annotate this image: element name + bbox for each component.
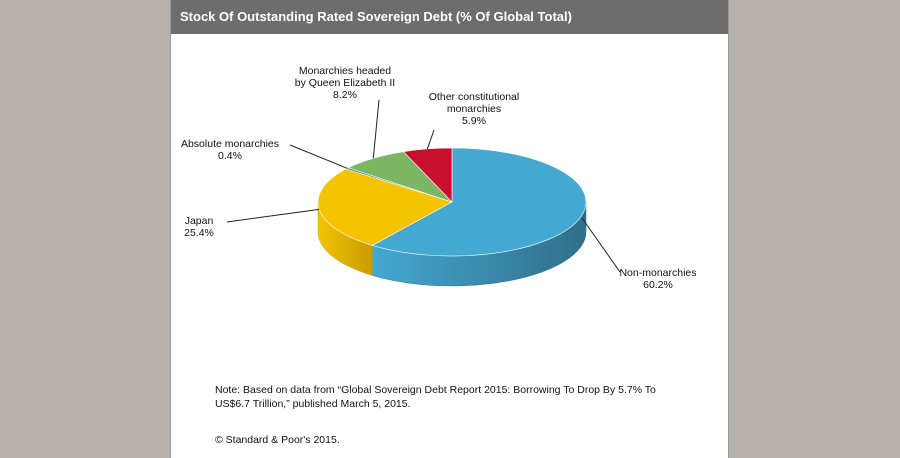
slice-name-label-3: Monarchies headed xyxy=(299,65,391,77)
leader-line-0 xyxy=(581,217,621,273)
copyright: © Standard & Poor's 2015. xyxy=(215,434,340,446)
slice-value-label-3: 8.2% xyxy=(333,89,357,101)
chart-note: Note: Based on data from “Global Soverei… xyxy=(215,383,685,411)
leader-line-1 xyxy=(226,208,320,223)
slice-value-label-0: 60.2% xyxy=(643,279,673,291)
pie-slices xyxy=(317,147,587,257)
slice-value-label-1: 25.4% xyxy=(184,227,214,239)
chart-panel: Stock Of Outstanding Rated Sovereign Deb… xyxy=(170,0,729,458)
slice-value-label-4: 5.9% xyxy=(462,115,486,127)
note-line-2: US$6.7 Trillion,” published March 5, 201… xyxy=(215,398,411,410)
leader-line-2 xyxy=(289,144,348,169)
slice-name-label-2: Absolute monarchies xyxy=(181,138,279,150)
slice-0 xyxy=(371,147,587,257)
slice-value-label-2: 0.4% xyxy=(218,150,242,162)
chart-title: Stock Of Outstanding Rated Sovereign Deb… xyxy=(171,0,728,34)
slice-name-label-0: Non-monarchies xyxy=(619,267,696,279)
slice-name-label-4: monarchies xyxy=(447,103,501,115)
leader-line-4 xyxy=(426,129,435,150)
slice-name-label-1: Japan xyxy=(185,215,214,227)
slice-name-label-4: Other constitutional xyxy=(429,91,519,103)
slice-name-label-3: by Queen Elizabeth II xyxy=(295,77,395,89)
slice-4 xyxy=(402,147,453,203)
slice-1 xyxy=(317,168,453,246)
note-line-1: Note: Based on data from “Global Soverei… xyxy=(215,384,656,396)
leader-line-3 xyxy=(372,99,380,159)
